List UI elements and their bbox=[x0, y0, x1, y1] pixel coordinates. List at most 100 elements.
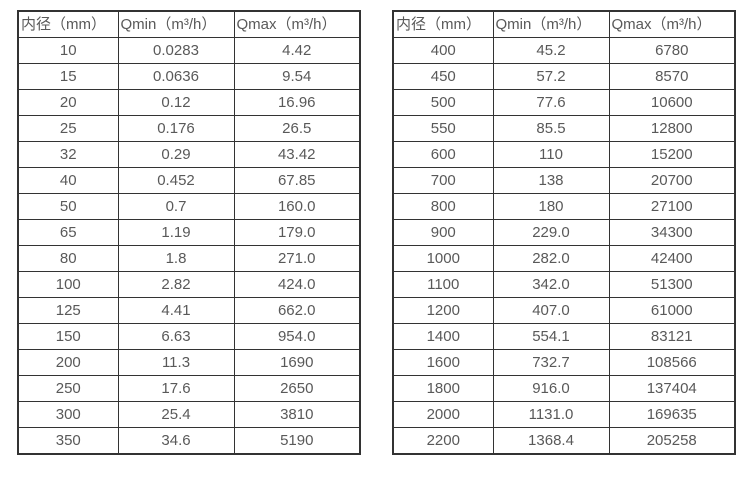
table-row: 25 0.176 26.5 bbox=[17, 115, 361, 142]
table-row: 1400 554.1 83121 bbox=[392, 323, 736, 350]
table-row: 1100 342.0 51300 bbox=[392, 271, 736, 298]
table-row: 600 110 15200 bbox=[392, 141, 736, 168]
cell-qmax: 27100 bbox=[608, 193, 736, 220]
table-row: 700 138 20700 bbox=[392, 167, 736, 194]
cell-diameter: 25 bbox=[17, 115, 119, 142]
cell-qmax: 83121 bbox=[608, 323, 736, 350]
cell-diameter: 150 bbox=[17, 323, 119, 350]
cell-qmax: 10600 bbox=[608, 89, 736, 116]
cell-qmax: 169635 bbox=[608, 401, 736, 428]
cell-qmin: 407.0 bbox=[492, 297, 610, 324]
cell-qmin: 0.176 bbox=[117, 115, 235, 142]
cell-qmin: 4.41 bbox=[117, 297, 235, 324]
header-qmin: Qmin（m³/h） bbox=[117, 10, 235, 38]
cell-qmin: 138 bbox=[492, 167, 610, 194]
cell-diameter: 15 bbox=[17, 63, 119, 90]
cell-qmin: 0.29 bbox=[117, 141, 235, 168]
table-row: 内径（mm） Qmin（m³/h） Qmax（m³/h） bbox=[392, 10, 736, 38]
cell-diameter: 100 bbox=[17, 271, 119, 298]
cell-qmin: 0.12 bbox=[117, 89, 235, 116]
cell-diameter: 1000 bbox=[392, 245, 494, 272]
cell-diameter: 20 bbox=[17, 89, 119, 116]
header-qmax: Qmax（m³/h） bbox=[233, 10, 361, 38]
cell-diameter: 125 bbox=[17, 297, 119, 324]
cell-qmin: 110 bbox=[492, 141, 610, 168]
cell-diameter: 80 bbox=[17, 245, 119, 272]
cell-qmin: 6.63 bbox=[117, 323, 235, 350]
table-row: 1800 916.0 137404 bbox=[392, 375, 736, 402]
cell-qmax: 662.0 bbox=[233, 297, 361, 324]
table-row: 2200 1368.4 205258 bbox=[392, 427, 736, 455]
cell-qmax: 6780 bbox=[608, 37, 736, 64]
cell-qmax: 424.0 bbox=[233, 271, 361, 298]
cell-qmax: 43.42 bbox=[233, 141, 361, 168]
cell-qmin: 25.4 bbox=[117, 401, 235, 428]
table-body: 10 0.0283 4.42 15 0.0636 9.54 20 0.12 16.96 25 0.1… bbox=[17, 37, 361, 455]
cell-qmax: 51300 bbox=[608, 271, 736, 298]
table-row: 125 4.41 662.0 bbox=[17, 297, 361, 324]
header-diameter: 内径（mm） bbox=[392, 10, 494, 38]
cell-qmin: 17.6 bbox=[117, 375, 235, 402]
cell-qmax: 26.5 bbox=[233, 115, 361, 142]
cell-qmax: 2650 bbox=[233, 375, 361, 402]
cell-qmin: 732.7 bbox=[492, 349, 610, 376]
table-body: 400 45.2 6780 450 57.2 8570 500 77.6 10600 550 85.… bbox=[392, 37, 736, 455]
cell-qmin: 85.5 bbox=[492, 115, 610, 142]
cell-qmin: 11.3 bbox=[117, 349, 235, 376]
table-row: 350 34.6 5190 bbox=[17, 427, 361, 455]
cell-diameter: 1200 bbox=[392, 297, 494, 324]
cell-qmax: 160.0 bbox=[233, 193, 361, 220]
cell-qmax: 1690 bbox=[233, 349, 361, 376]
table-row: 450 57.2 8570 bbox=[392, 63, 736, 90]
table-row: 1000 282.0 42400 bbox=[392, 245, 736, 272]
cell-diameter: 2000 bbox=[392, 401, 494, 428]
spec-table-small-diameters: 内径（mm） Qmin（m³/h） Qmax（m³/h） 10 0.0283 4.42 1… bbox=[17, 10, 361, 455]
cell-diameter: 800 bbox=[392, 193, 494, 220]
cell-qmax: 4.42 bbox=[233, 37, 361, 64]
cell-qmin: 1.19 bbox=[117, 219, 235, 246]
cell-diameter: 550 bbox=[392, 115, 494, 142]
cell-diameter: 32 bbox=[17, 141, 119, 168]
cell-qmin: 34.6 bbox=[117, 427, 235, 455]
cell-qmax: 954.0 bbox=[233, 323, 361, 350]
table-row: 内径（mm） Qmin（m³/h） Qmax（m³/h） bbox=[17, 10, 361, 38]
table-row: 100 2.82 424.0 bbox=[17, 271, 361, 298]
table-header-row: 内径（mm） Qmin（m³/h） Qmax（m³/h） bbox=[392, 10, 736, 38]
cell-qmin: 57.2 bbox=[492, 63, 610, 90]
cell-qmax: 9.54 bbox=[233, 63, 361, 90]
cell-qmin: 916.0 bbox=[492, 375, 610, 402]
table-header-row: 内径（mm） Qmin（m³/h） Qmax（m³/h） bbox=[17, 10, 361, 38]
cell-qmax: 34300 bbox=[608, 219, 736, 246]
cell-qmin: 2.82 bbox=[117, 271, 235, 298]
cell-diameter: 500 bbox=[392, 89, 494, 116]
cell-qmax: 42400 bbox=[608, 245, 736, 272]
header-qmax: Qmax（m³/h） bbox=[608, 10, 736, 38]
cell-qmax: 137404 bbox=[608, 375, 736, 402]
table-row: 80 1.8 271.0 bbox=[17, 245, 361, 272]
table-row: 400 45.2 6780 bbox=[392, 37, 736, 64]
cell-diameter: 350 bbox=[17, 427, 119, 455]
cell-qmax: 271.0 bbox=[233, 245, 361, 272]
cell-qmin: 77.6 bbox=[492, 89, 610, 116]
table-row: 800 180 27100 bbox=[392, 193, 736, 220]
table-row: 200 11.3 1690 bbox=[17, 349, 361, 376]
cell-diameter: 1600 bbox=[392, 349, 494, 376]
table-row: 1200 407.0 61000 bbox=[392, 297, 736, 324]
cell-qmax: 8570 bbox=[608, 63, 736, 90]
cell-diameter: 2200 bbox=[392, 427, 494, 455]
cell-qmax: 16.96 bbox=[233, 89, 361, 116]
table-row: 550 85.5 12800 bbox=[392, 115, 736, 142]
cell-diameter: 600 bbox=[392, 141, 494, 168]
cell-diameter: 300 bbox=[17, 401, 119, 428]
table-row: 150 6.63 954.0 bbox=[17, 323, 361, 350]
cell-diameter: 900 bbox=[392, 219, 494, 246]
cell-diameter: 1100 bbox=[392, 271, 494, 298]
cell-qmax: 61000 bbox=[608, 297, 736, 324]
cell-qmin: 0.0636 bbox=[117, 63, 235, 90]
cell-qmin: 0.452 bbox=[117, 167, 235, 194]
cell-qmax: 67.85 bbox=[233, 167, 361, 194]
cell-qmax: 179.0 bbox=[233, 219, 361, 246]
cell-qmax: 5190 bbox=[233, 427, 361, 455]
cell-qmin: 1.8 bbox=[117, 245, 235, 272]
header-diameter: 内径（mm） bbox=[17, 10, 119, 38]
